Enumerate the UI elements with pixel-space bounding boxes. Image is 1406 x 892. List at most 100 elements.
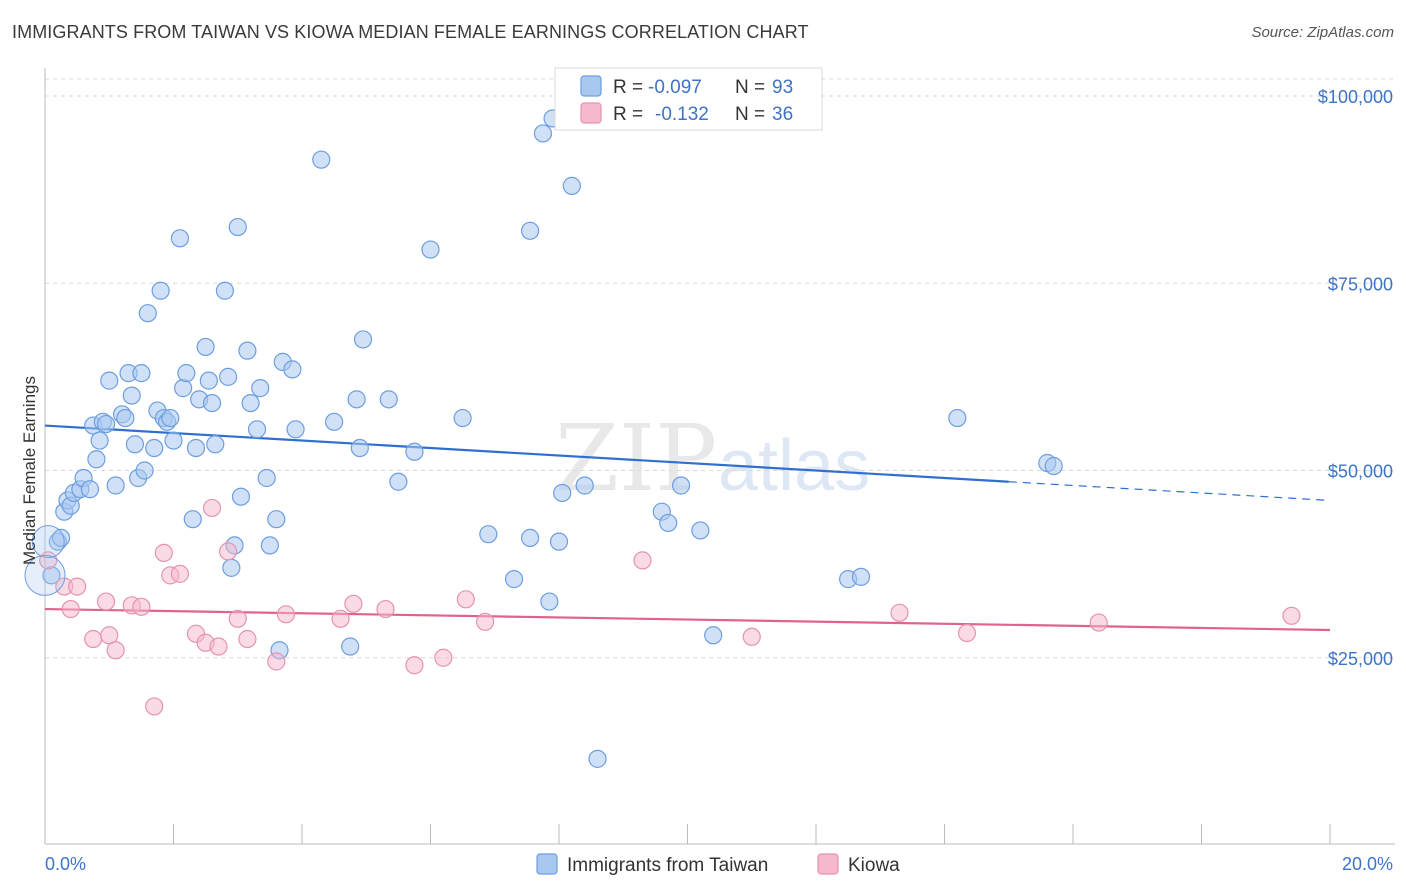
point-taiwan — [257, 468, 276, 488]
point-taiwan — [31, 525, 65, 559]
point-taiwan — [177, 364, 196, 383]
point-kiowa — [100, 626, 119, 645]
point-taiwan — [520, 221, 540, 240]
point-taiwan — [170, 229, 190, 248]
point-taiwan — [948, 408, 967, 428]
point-kiowa — [434, 648, 453, 667]
point-kiowa — [344, 594, 363, 613]
legend-n-label-2: N = — [735, 104, 765, 125]
point-kiowa — [145, 697, 164, 716]
point-kiowa — [96, 592, 116, 611]
point-taiwan — [24, 554, 66, 596]
point-taiwan — [247, 420, 267, 439]
y-axis-title: Median Female Earnings — [20, 376, 39, 565]
bottom-legend-label-taiwan: Immigrants from Taiwan — [567, 855, 768, 876]
trend-line-taiwan-extension — [1008, 481, 1331, 502]
y-tick-label: $75,000 — [1328, 274, 1393, 294]
point-taiwan — [96, 414, 116, 434]
point-taiwan — [151, 281, 170, 300]
point-taiwan — [135, 461, 154, 480]
point-taiwan — [145, 438, 164, 458]
point-taiwan — [1044, 456, 1063, 476]
point-taiwan — [389, 472, 408, 491]
point-kiowa — [238, 629, 257, 649]
point-taiwan — [540, 592, 559, 611]
point-kiowa — [376, 599, 395, 619]
point-taiwan — [260, 536, 279, 555]
point-kiowa — [456, 590, 475, 609]
point-taiwan — [132, 364, 151, 383]
point-taiwan — [341, 637, 360, 656]
point-taiwan — [215, 281, 234, 300]
point-taiwan — [421, 240, 440, 259]
point-kiowa — [633, 551, 652, 570]
point-taiwan — [196, 337, 215, 357]
point-taiwan — [704, 626, 723, 645]
point-taiwan — [479, 525, 498, 544]
point-taiwan — [562, 176, 581, 195]
point-kiowa — [170, 564, 190, 583]
point-taiwan — [87, 450, 106, 469]
point-taiwan — [851, 567, 871, 586]
legend-r-label-2: R = — [613, 104, 643, 125]
point-taiwan — [350, 438, 369, 458]
point-taiwan — [549, 532, 569, 551]
point-kiowa — [154, 543, 173, 562]
point-taiwan — [51, 528, 71, 548]
point-taiwan — [174, 379, 193, 398]
point-taiwan — [100, 371, 119, 390]
point-taiwan — [691, 521, 710, 540]
point-taiwan — [241, 393, 260, 413]
point-taiwan — [251, 379, 270, 398]
point-kiowa — [742, 627, 761, 646]
point-taiwan — [231, 487, 251, 506]
point-kiowa — [331, 609, 350, 628]
chart-title: IMMIGRANTS FROM TAIWAN VS KIOWA MEDIAN F… — [12, 22, 809, 42]
point-taiwan — [453, 408, 472, 428]
legend-swatch-kiowa — [580, 102, 602, 124]
point-taiwan — [671, 476, 691, 495]
y-tick-label: $50,000 — [1328, 462, 1393, 482]
legend-r-value-1: -0.097 — [648, 77, 702, 98]
legend-swatch-taiwan — [580, 75, 602, 97]
trend-line-taiwan — [44, 424, 1009, 483]
point-kiowa — [476, 612, 495, 631]
point-kiowa — [267, 652, 286, 671]
point-taiwan — [186, 438, 206, 458]
point-taiwan — [353, 330, 373, 349]
point-taiwan — [228, 217, 247, 237]
point-kiowa — [228, 609, 247, 628]
y-tick-label: $25,000 — [1328, 649, 1393, 669]
point-kiowa — [276, 605, 296, 624]
source-label: Source: ZipAtlas.com — [1251, 24, 1394, 41]
point-kiowa — [61, 599, 80, 619]
point-taiwan — [588, 749, 607, 768]
point-taiwan — [80, 480, 100, 499]
point-taiwan — [238, 341, 257, 360]
point-kiowa — [39, 551, 58, 570]
point-taiwan — [659, 513, 678, 533]
axes: $25,000 $50,000 $75,000 $100,000 0.0% 20.0% — [44, 68, 1395, 874]
point-taiwan — [312, 150, 331, 169]
point-taiwan — [553, 483, 572, 503]
point-taiwan — [164, 431, 183, 450]
legend-n-value-2: 36 — [772, 104, 793, 125]
point-taiwan — [106, 476, 125, 495]
point-taiwan — [286, 420, 305, 439]
point-taiwan — [125, 435, 145, 454]
point-taiwan — [122, 386, 141, 405]
point-taiwan — [533, 124, 553, 143]
point-kiowa — [84, 629, 103, 649]
point-taiwan — [199, 371, 218, 390]
point-taiwan — [267, 510, 286, 529]
legend-r-label-1: R = — [613, 77, 643, 98]
point-kiowa — [202, 498, 222, 518]
point-taiwan — [206, 435, 225, 454]
legend-n-value-1: 93 — [772, 77, 793, 98]
bottom-legend-swatch-kiowa — [817, 853, 839, 875]
point-taiwan — [520, 528, 540, 548]
point-taiwan — [183, 510, 202, 529]
point-taiwan — [202, 393, 222, 413]
point-kiowa — [132, 597, 151, 616]
point-taiwan — [222, 558, 241, 577]
